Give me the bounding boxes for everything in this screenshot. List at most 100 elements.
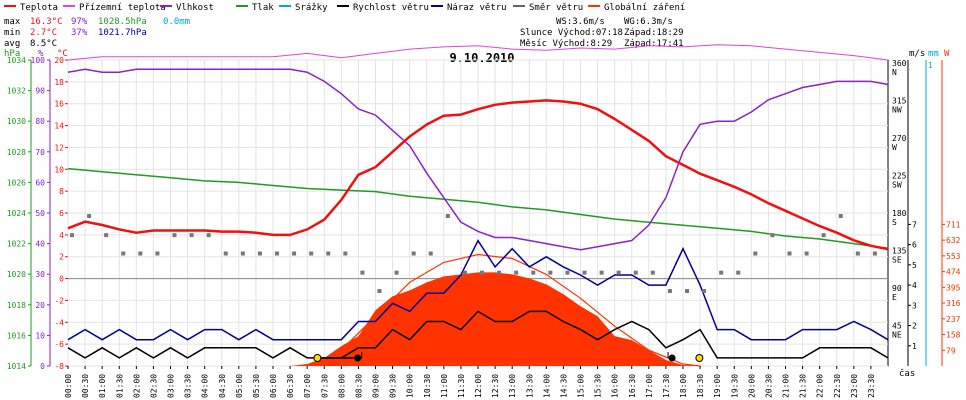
temp-tick-5: 10 xyxy=(54,165,64,174)
x-tick-42: 21:00 xyxy=(782,374,791,398)
wind-dir-mark-31 xyxy=(599,270,604,275)
hpa-tick-10: 1014 xyxy=(7,362,26,371)
w-tick-5: 316 xyxy=(946,299,961,308)
axis-temp-label: °C xyxy=(57,49,68,59)
ms-tick-1: 6 xyxy=(912,241,917,250)
moonset-marker xyxy=(668,354,676,362)
x-tick-26: 13:00 xyxy=(508,374,517,398)
pct-tick-6: 40 xyxy=(35,240,45,249)
hpa-tick-5: 1024 xyxy=(7,209,26,218)
wind-dir-mark-35 xyxy=(667,289,672,293)
legend-swatch-0 xyxy=(4,5,16,7)
x-tick-24: 12:00 xyxy=(474,374,483,398)
legend-item-6: Náraz větru xyxy=(447,3,507,13)
x-tick-29: 14:30 xyxy=(559,374,568,398)
x-tick-40: 20:00 xyxy=(747,374,756,398)
wind-dir-mark-25 xyxy=(497,270,502,275)
temp-tick-3: 14 xyxy=(54,122,64,131)
pct-tick-10: 0 xyxy=(40,362,45,371)
pct-tick-5: 50 xyxy=(35,209,45,218)
legend-item-2: Vlhkost xyxy=(176,3,214,13)
wind-dir-mark-24 xyxy=(480,270,484,275)
wind-dir-mark-39 xyxy=(736,270,741,275)
axis-ms-label: m/s xyxy=(909,49,925,59)
line-temperature xyxy=(67,99,889,251)
x-tick-22: 11:00 xyxy=(440,374,449,398)
temp-tick-2: 16 xyxy=(54,100,64,109)
stats-min-hum: 37% xyxy=(71,28,88,38)
axis-hpa-label: hPa xyxy=(4,49,20,59)
wind-dir-mark-41 xyxy=(770,233,775,238)
series-lines xyxy=(67,44,889,367)
pct-tick-3: 70 xyxy=(35,148,45,157)
temp-tick-8: 4 xyxy=(59,231,64,240)
wind-direction-marks xyxy=(70,214,877,293)
x-tick-3: 01:30 xyxy=(115,374,124,398)
w-tick-4: 395 xyxy=(946,283,961,292)
hpa-tick-0: 1034 xyxy=(7,56,26,65)
wind-dir-mark-9 xyxy=(223,251,228,256)
ms-tick-4: 3 xyxy=(912,301,917,310)
stats-max-label: max xyxy=(4,17,21,27)
wind-dir-mark-36 xyxy=(685,289,689,293)
w-tick-3: 474 xyxy=(946,268,961,277)
x-tick-33: 16:30 xyxy=(628,374,637,398)
x-tick-13: 06:30 xyxy=(286,374,295,398)
wind-dir-mark-20 xyxy=(411,251,416,256)
wind-dir-mark-18 xyxy=(377,289,382,293)
w-tick-0: 711 xyxy=(946,220,961,229)
stats-max-hum: 97% xyxy=(71,17,88,27)
x-tick-7: 03:30 xyxy=(184,374,193,398)
legend-swatch-7 xyxy=(513,5,525,7)
temp-tick-10: 0 xyxy=(59,275,64,284)
dir-label-6: E xyxy=(892,293,897,302)
wind-dir-mark-43 xyxy=(804,251,809,256)
pct-tick-0: 100 xyxy=(31,56,46,65)
hpa-tick-9: 1016 xyxy=(7,331,26,340)
hpa-tick-6: 1022 xyxy=(7,240,26,249)
ms-tick-2: 5 xyxy=(912,261,917,270)
info-moon-set: Západ:17:41 xyxy=(624,39,684,49)
temp-tick-1: 18 xyxy=(54,78,64,87)
pct-tick-8: 20 xyxy=(35,301,45,310)
wind-dir-mark-4 xyxy=(138,251,143,256)
x-tick-25: 12:30 xyxy=(491,374,500,398)
wind-dir-mark-5 xyxy=(155,251,160,256)
x-tick-30: 15:00 xyxy=(577,374,586,398)
wind-dir-mark-2 xyxy=(104,233,109,238)
stats-block: max 16.3°C 97% 1028.5hPa 0.0mm min 2.7°C… xyxy=(4,17,190,49)
legend-item-5: Rychlost větru xyxy=(353,3,429,13)
x-tick-4: 02:00 xyxy=(132,374,141,398)
wind-dir-mark-10 xyxy=(240,251,245,256)
left-axes: 1034103210301028102610241022102010181016… xyxy=(7,56,68,371)
line-pressure xyxy=(67,167,889,249)
pct-tick-2: 80 xyxy=(35,117,45,126)
w-tick-6: 237 xyxy=(946,315,961,324)
wind-dir-mark-27 xyxy=(531,270,536,275)
dir-label-1: NW xyxy=(892,106,902,115)
x-tick-0: 00:00 xyxy=(64,374,73,398)
info-wg: WG:6.3m/s xyxy=(624,17,673,27)
dir-label-4: S xyxy=(892,218,897,227)
stats-max-rain: 0.0mm xyxy=(163,17,190,27)
wind-dir-mark-30 xyxy=(582,270,587,275)
x-tick-19: 09:30 xyxy=(389,374,398,398)
radiation-fill xyxy=(68,272,888,366)
temp-tick-4: 12 xyxy=(54,143,64,152)
x-tick-10: 05:00 xyxy=(235,374,244,398)
info-ws: WS:3.6m/s xyxy=(556,17,605,27)
x-tick-15: 07:30 xyxy=(320,374,329,398)
ms-tick-0: 7 xyxy=(912,220,917,229)
w-tick-1: 632 xyxy=(946,236,961,245)
temp-tick-9: 2 xyxy=(59,253,64,262)
x-tick-1: 00:30 xyxy=(81,374,90,398)
temp-tick-13: -6 xyxy=(54,340,64,349)
hpa-tick-4: 1026 xyxy=(7,178,26,187)
wind-dir-mark-26 xyxy=(514,270,519,275)
info-block: WS:3.6m/s WG:6.3m/s Slunce Východ:07:18 … xyxy=(520,17,684,49)
hpa-tick-8: 1018 xyxy=(7,301,26,310)
line-humidity xyxy=(67,68,889,251)
wind-dir-mark-38 xyxy=(719,270,724,275)
x-axis: 00:00 00:30 01:00 01:30 02:00 02:30 03:00 03:30… xyxy=(64,366,876,398)
line-radiation-theory xyxy=(317,253,701,367)
